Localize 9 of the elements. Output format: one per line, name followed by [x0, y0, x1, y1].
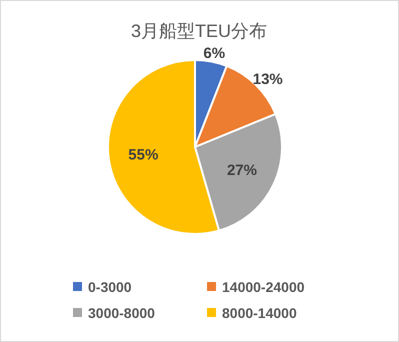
data-label: 27% — [226, 162, 257, 179]
chart-title: 3月船型TEU分布 — [130, 21, 268, 41]
legend-label: 3000-8000 — [88, 305, 156, 321]
legend-label: 8000-14000 — [222, 305, 297, 321]
data-label: 55% — [128, 146, 158, 164]
legend-label: 0-3000 — [88, 279, 132, 295]
data-label: 13% — [252, 70, 283, 88]
data-label: 6% — [203, 44, 226, 62]
legend-label: 14000-24000 — [222, 279, 305, 295]
